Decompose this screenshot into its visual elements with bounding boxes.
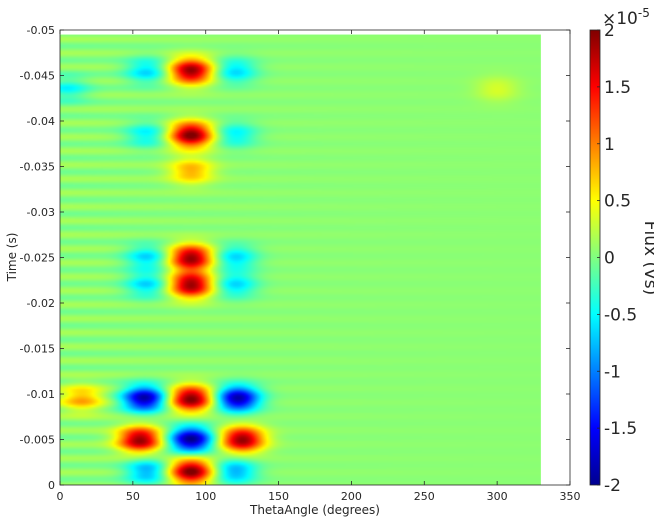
colorbar-label: Flux (Vs): [640, 221, 654, 296]
colorbar-tick-label: -0.5: [604, 305, 637, 325]
y-tick-label: -0.015: [20, 343, 55, 356]
colorbar-ticks: 2 1.5 1 0.5 0 -0.5 -1 -1.5 -2: [597, 21, 637, 496]
y-tick-label: -0.045: [20, 70, 55, 83]
x-tick-label: 200: [341, 490, 362, 503]
y-tick-label: -0.04: [27, 115, 55, 128]
x-tick-label: 350: [560, 490, 581, 503]
colorbar-exponent-power: -5: [638, 6, 650, 20]
x-axis-label: ThetaAngle (degrees): [249, 503, 380, 517]
colorbar-tick-label: 0: [604, 249, 615, 269]
colorbar-tick-label: 0.5: [604, 192, 631, 212]
colorbar-tick-label: 1.5: [604, 78, 631, 98]
x-tick-label: 0: [57, 490, 64, 503]
y-axis-label: Time (s): [5, 233, 19, 283]
y-axis-ticks: -0.05 -0.045 -0.04 -0.035 -0.03 -0.025 -0.02 -0…: [20, 24, 570, 492]
x-tick-label: 250: [414, 490, 435, 503]
colorbar-tick-label: -2: [604, 476, 621, 496]
y-tick-label: -0.02: [27, 297, 55, 310]
x-tick-label: 50: [126, 490, 140, 503]
y-tick-label: -0.01: [27, 388, 55, 401]
x-axis-ticks: 0 50 100 150 200 250 300 350: [57, 30, 581, 503]
colorbar-exponent: ×10-5: [602, 6, 650, 29]
y-tick-label: -0.005: [20, 434, 55, 447]
x-tick-label: 150: [268, 490, 289, 503]
colorbar-tick-label: 1: [604, 135, 615, 155]
y-tick-label: -0.05: [27, 24, 55, 37]
y-tick-label: 0: [48, 479, 55, 492]
colorbar-exponent-base: ×10: [602, 9, 638, 29]
y-tick-label: -0.035: [20, 161, 55, 174]
x-tick-label: 300: [487, 490, 508, 503]
colorbar-tick-label: 2: [604, 21, 615, 41]
heatmap-image: [60, 34, 541, 486]
y-tick-label: -0.025: [20, 252, 55, 265]
x-tick-label: 100: [195, 490, 216, 503]
colorbar-tick-label: -1.5: [604, 419, 637, 439]
colorbar-tick-label: -1: [604, 362, 621, 382]
y-tick-label: -0.03: [27, 206, 55, 219]
